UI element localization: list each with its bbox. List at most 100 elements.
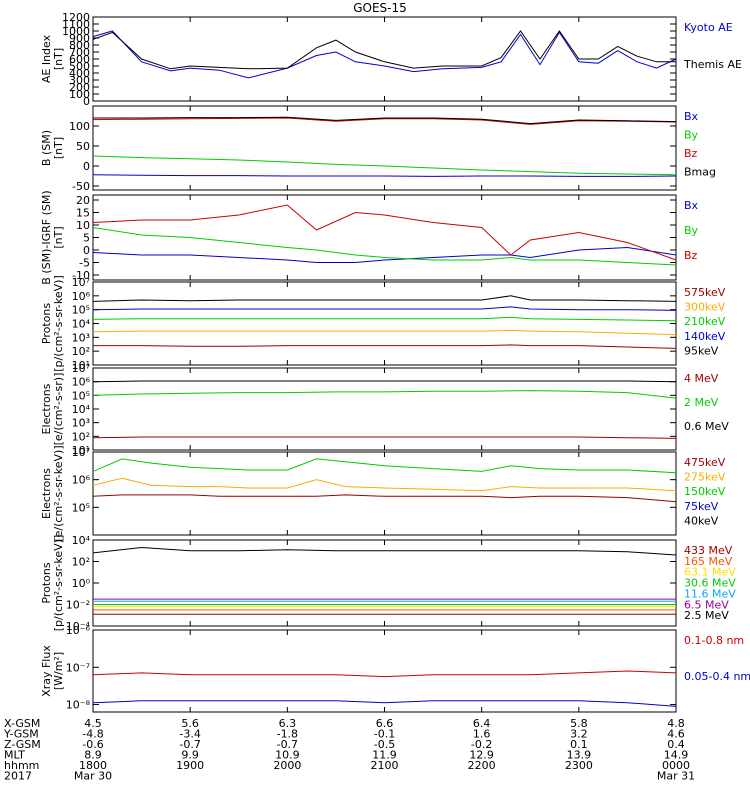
column-value: -0.5 (374, 738, 395, 751)
legend-label: 30.6 MeV (684, 577, 736, 590)
y-axis-title: AE Index (40, 34, 53, 83)
y-tick-label: 10² (72, 430, 90, 443)
y-axis-title: [e/(cm²-s-sr)] (52, 373, 65, 446)
legend-label: 300keV (684, 301, 726, 314)
y-tick-label: 10⁻⁸ (66, 699, 91, 712)
y-tick-label: 1200 (62, 11, 90, 24)
legend-label: 2 MeV (684, 396, 719, 409)
panel-5: 10⁵ 10⁶ 10⁷ Electrons [e/(cm²-s-sr-keV)] 475k… (40, 445, 726, 541)
column-value: 13.9 (567, 749, 592, 762)
row-label: X-GSM (4, 717, 40, 730)
series-line-150keV (92, 458, 677, 474)
y-tick-label: 10⁵ (72, 304, 90, 317)
y-tick-label: 1000 (62, 25, 90, 38)
column-value: 0.4 (667, 738, 685, 751)
y-tick-label: -10 (72, 269, 90, 282)
y-axis-title: Xray Flux (40, 645, 53, 697)
y-tick-label: 1100 (62, 18, 90, 31)
y-tick-label: 10² (72, 556, 90, 569)
y-axis-title: [nT] (52, 137, 65, 159)
column-value: 4.5 (84, 717, 102, 730)
series-line-575keV (93, 344, 677, 349)
series-line-Bx (92, 174, 677, 177)
column-value: 2300 (565, 759, 593, 772)
y-tick-label: 20 (76, 194, 90, 207)
y-tick-label: 10⁴ (72, 318, 91, 331)
y-tick-label: 10¹ (72, 444, 90, 457)
series-line-275keV (92, 477, 677, 492)
series-line-By (92, 227, 677, 266)
y-tick-label: 10⁶ (72, 290, 91, 303)
column-value: 6.3 (279, 717, 297, 730)
legend-label: 0.6 MeV (684, 420, 729, 433)
y-tick-label: 900 (69, 32, 90, 45)
y-tick-label: 10⁷ (72, 276, 90, 289)
column-value: 9.9 (181, 749, 199, 762)
legend-label: 210keV (684, 315, 726, 328)
y-tick-label: 10⁷ (72, 362, 90, 375)
y-tick-label: 10⁷ (72, 446, 90, 459)
y-tick-label: 10³ (72, 417, 90, 430)
legend-label: 575keV (684, 286, 726, 299)
column-value: 5.6 (181, 717, 199, 730)
series-line-300keV (92, 329, 677, 336)
column-value: 1.6 (473, 728, 491, 741)
y-tick-label: 600 (69, 53, 90, 66)
column-value: -0.2 (471, 738, 492, 751)
panels: 0100200300400500600700800900100011001200… (40, 11, 750, 713)
legend-label: 275keV (684, 471, 726, 484)
panel-7: 10⁻⁸ 10⁻⁷ 10⁻⁶ Xray Flux [W/m²] 0.1-0.8 nm 0.0… (40, 624, 750, 713)
column-value: 10.9 (275, 749, 300, 762)
y-tick-label: 200 (69, 81, 90, 94)
column-value: 3.2 (570, 728, 588, 741)
column-value: 6.6 (376, 717, 394, 730)
y-axis-title: Electrons (40, 468, 53, 519)
y-tick-label: 800 (69, 39, 90, 52)
y-axis-title: Protons (40, 303, 53, 344)
row-label: 2017 (4, 770, 32, 783)
column-value: -0.7 (179, 738, 200, 751)
column-value: 2100 (371, 759, 399, 772)
column-value: -0.6 (82, 738, 103, 751)
column-value: 6.4 (473, 717, 491, 730)
legend-label: 95keV (684, 344, 719, 357)
legend-label: 4 MeV (684, 372, 719, 385)
column-value: 2000 (273, 759, 301, 772)
series-line-95keV (92, 295, 677, 302)
legend-label: Bz (684, 249, 698, 262)
series-line-Bz (92, 117, 677, 125)
panel-1: -50 0 50 100 B (SM) [nT] Bx By Bz Bmag (40, 105, 716, 193)
y-tick-label: 10⁶ (72, 474, 91, 487)
row-label: MLT (4, 749, 25, 762)
column-value: -1.8 (277, 728, 298, 741)
y-axis-title: [W/m²] (52, 652, 65, 690)
row-label: Y-GSM (3, 728, 39, 741)
column-value: -4.8 (82, 728, 103, 741)
column-value: 11.9 (372, 749, 397, 762)
series-line-140keV (92, 306, 677, 311)
y-tick-label: 0 (83, 160, 90, 173)
row-label: hhmm (4, 759, 39, 772)
column-value: Mar 30 (74, 770, 112, 783)
legend-label: 433 MeV (684, 544, 733, 557)
y-tick-label: 10⁵ (72, 389, 90, 402)
panel-frame (92, 367, 677, 451)
legend-label: By (684, 129, 699, 142)
y-tick-label: 15 (76, 207, 90, 220)
y-tick-label: 10¹ (72, 359, 90, 372)
legend-label: 40keV (684, 514, 719, 527)
legend-label: Bx (684, 110, 699, 123)
series-line-475keV (92, 494, 677, 503)
legend-label: Bx (684, 199, 699, 212)
column-value: 4.8 (667, 717, 685, 730)
y-tick-label: 0 (83, 244, 90, 257)
y-tick-label: 10⁻⁶ (66, 624, 91, 637)
column-value: 4.6 (667, 728, 685, 741)
y-tick-label: 10⁵ (72, 501, 90, 514)
y-axis-title: [e/(cm²-s-sr-keV)] (52, 445, 65, 541)
column-value: 14.9 (664, 749, 689, 762)
y-tick-label: 300 (69, 74, 90, 87)
y-axis-title: Electrons (40, 383, 53, 434)
